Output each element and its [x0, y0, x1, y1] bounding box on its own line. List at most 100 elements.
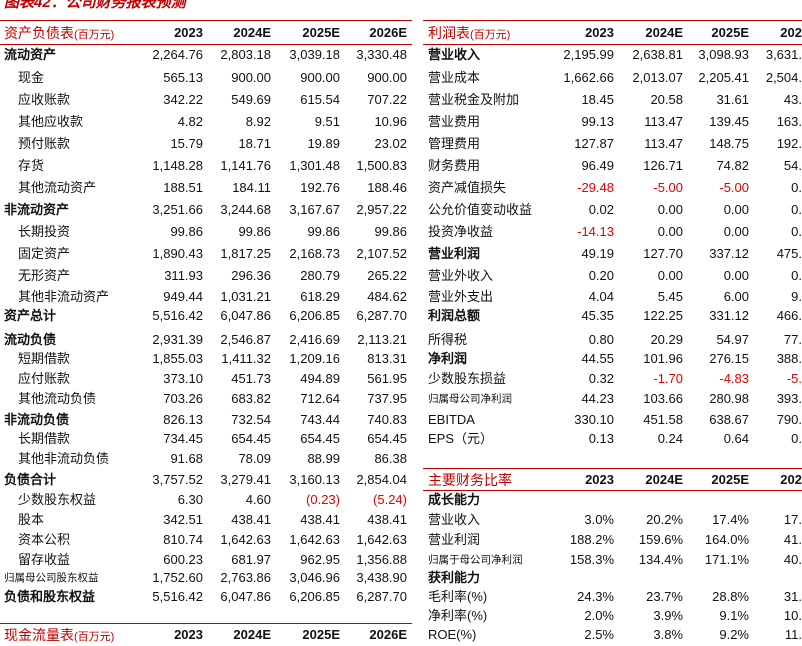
cell: 86.38: [374, 451, 407, 466]
cell: 900.00: [300, 70, 340, 85]
cell: 1,642.63: [289, 532, 340, 547]
row-label: 管理费用: [428, 136, 481, 151]
row-label: 应收账款: [18, 92, 71, 107]
row-label: 无形资产: [18, 268, 71, 283]
cell: 54.: [783, 158, 802, 173]
cell: 1,148.28: [152, 158, 203, 173]
cell: 113.47: [644, 114, 683, 129]
cell: 962.95: [300, 552, 340, 567]
cell: 900.00: [231, 70, 271, 85]
cell: 2,168.73: [289, 246, 340, 261]
cell: 6,047.86: [220, 308, 271, 323]
cell: 99.13: [581, 114, 614, 129]
cell: 1,662.66: [563, 70, 614, 85]
cell: 1,301.48: [289, 158, 340, 173]
cell: 44.55: [581, 351, 614, 366]
cell: -1.70: [653, 371, 683, 386]
cell: 790.: [776, 412, 802, 427]
column-header: 2024E: [233, 25, 271, 40]
cell: 31.61: [716, 92, 749, 107]
cell: 0.: [791, 268, 802, 283]
table-title: 现金流量表(百万元): [4, 627, 115, 643]
row-label: 公允价值变动收益: [428, 202, 533, 217]
cell: 331.12: [709, 308, 749, 323]
row-label: 留存收益: [18, 552, 71, 567]
cell: -5.00: [653, 180, 683, 195]
cell: 0.00: [657, 202, 683, 217]
row-label: 归属母公司股东权益: [4, 572, 99, 584]
cell: 280.98: [709, 391, 749, 406]
cell: 654.45: [300, 431, 340, 446]
cell: 2,957.22: [356, 202, 407, 217]
cell: 43.: [783, 92, 802, 107]
cell: 3,757.52: [152, 472, 203, 487]
cell: 0.02: [588, 202, 614, 217]
cell: 96.49: [581, 158, 614, 173]
column-header: 202: [780, 25, 802, 40]
cell: 126.71: [643, 158, 683, 173]
cell: 6.30: [177, 492, 203, 507]
cell: 615.54: [300, 92, 340, 107]
row-label: 资产总计: [4, 308, 57, 323]
cell: 3,631.: [765, 47, 802, 62]
cell: 734.45: [163, 431, 203, 446]
cell: 139.45: [709, 114, 749, 129]
cell: 743.44: [300, 412, 340, 427]
cell: 45.35: [581, 308, 614, 323]
cell: 3.0%: [584, 512, 614, 527]
cell: 44.23: [581, 391, 614, 406]
cell: 3.9%: [653, 608, 683, 623]
cell: 99.86: [374, 224, 407, 239]
unit: (百万元): [74, 631, 115, 643]
cell: 19.89: [307, 136, 340, 151]
row-label: 固定资产: [18, 246, 71, 261]
cell: 192.: [776, 136, 802, 151]
table-title: 主要财务比率: [428, 472, 512, 488]
cell: 296.36: [231, 268, 271, 283]
cell: 2,931.39: [152, 332, 203, 347]
cell: (5.24): [373, 492, 407, 507]
cell: 103.66: [643, 391, 683, 406]
cell: 3,160.13: [289, 472, 340, 487]
cell: 549.69: [231, 92, 271, 107]
cell: 40.: [783, 552, 802, 567]
cell: 703.26: [163, 391, 203, 406]
row-label: 归属于母公司净利润: [428, 554, 523, 566]
cell: 3,330.48: [356, 47, 407, 62]
cell: 99.86: [307, 224, 340, 239]
cell: 192.76: [300, 180, 340, 195]
cell: 54.97: [716, 332, 749, 347]
cell: -14.13: [577, 224, 614, 239]
cell: 388.: [776, 351, 802, 366]
unit: (百万元): [470, 29, 511, 41]
cell: 1,642.63: [220, 532, 271, 547]
cell: 0.00: [657, 268, 683, 283]
cell: 494.89: [300, 371, 340, 386]
cell: 1,500.83: [356, 158, 407, 173]
cell: 18.71: [238, 136, 271, 151]
cell: 732.54: [231, 412, 271, 427]
column-header: 2025E: [711, 472, 749, 487]
cell: 74.82: [716, 158, 749, 173]
cell: 5,516.42: [152, 308, 203, 323]
cell: 3,438.90: [356, 570, 407, 585]
table-title: 资产负债表(百万元): [4, 25, 115, 41]
cell: (0.23): [306, 492, 340, 507]
column-header: 2025E: [302, 627, 340, 642]
column-header: 2024E: [233, 627, 271, 642]
cell: 77.: [783, 332, 802, 347]
row-label: 少数股东权益: [18, 492, 97, 507]
cell: 10.96: [374, 114, 407, 129]
row-label: 预付账款: [18, 136, 71, 151]
cell: 265.22: [367, 268, 407, 283]
row-label: 非流动负债: [4, 412, 70, 427]
rule: [0, 20, 412, 21]
cell: 0.24: [657, 431, 683, 446]
cell: 184.11: [232, 180, 271, 195]
cell: 393.: [776, 391, 802, 406]
row-label: 长期借款: [18, 431, 71, 446]
cell: 2,416.69: [289, 332, 340, 347]
cell: 654.45: [231, 431, 271, 446]
cell: 9.51: [314, 114, 340, 129]
